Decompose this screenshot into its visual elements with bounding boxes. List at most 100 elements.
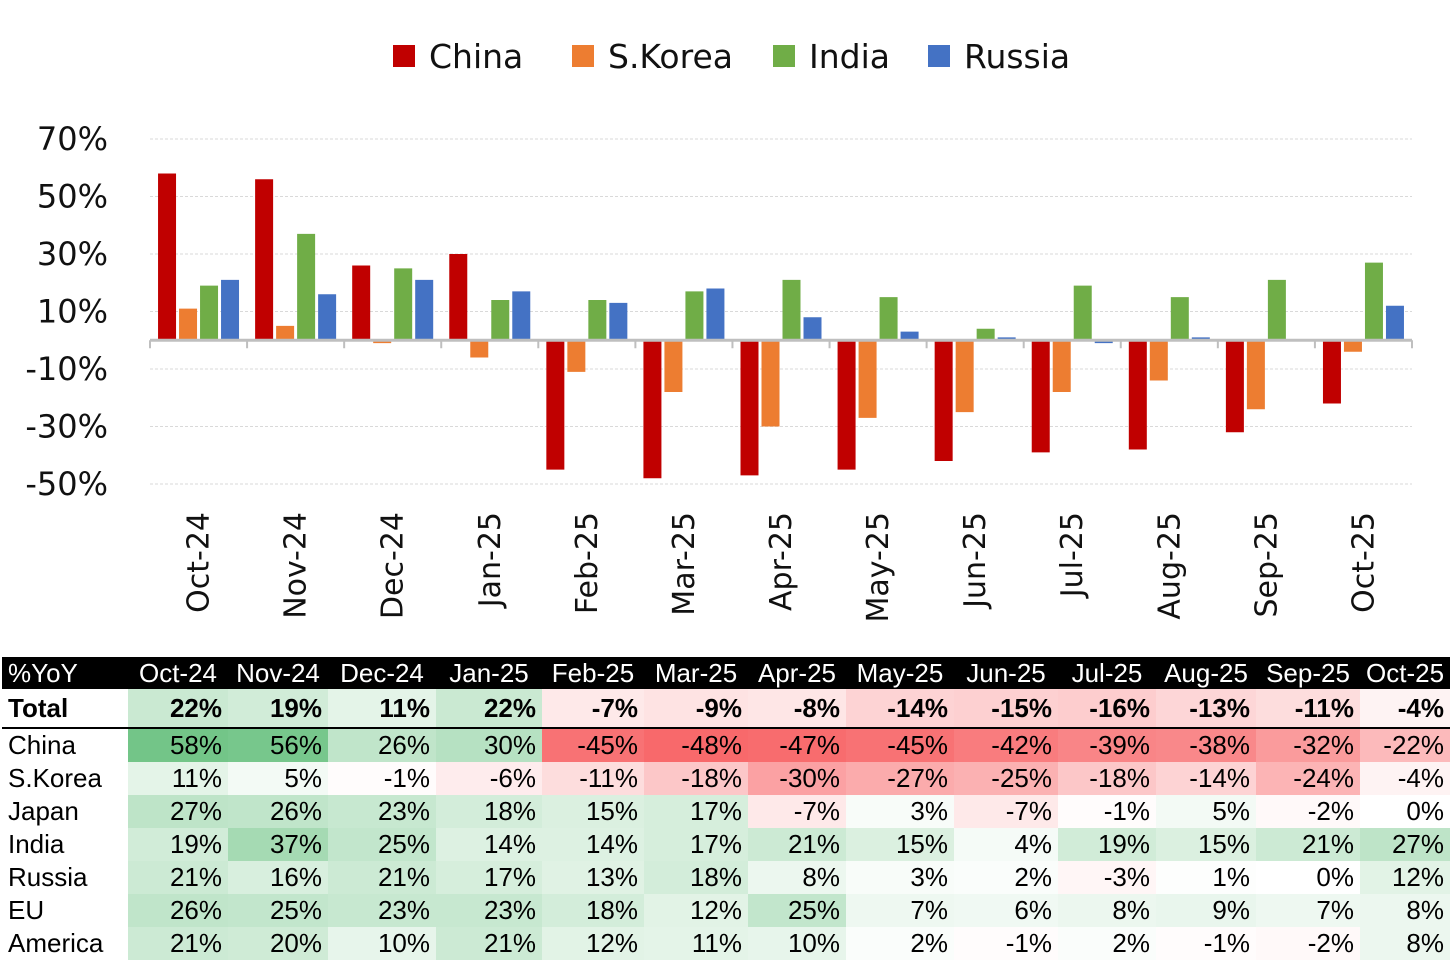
table-cell: 13% <box>542 861 644 894</box>
table-cell: -27% <box>846 762 954 795</box>
table-header-col: Feb-25 <box>542 657 644 689</box>
table-cell: 17% <box>644 828 748 861</box>
table-cell: 14% <box>542 828 644 861</box>
bar-chart-panel: China S.Korea India Russia 70% 50% 30% 10% -10%… <box>25 37 1413 623</box>
table-row: India 19% 37% 25% 14% 14% 17% 21% 15% 4% 19% 15% 21%… <box>2 828 1450 861</box>
y-tick-label: 50% <box>37 178 108 216</box>
bar-china-jun-25 <box>934 340 953 461</box>
table-cell: -11% <box>1256 689 1360 729</box>
chart-legend: China S.Korea India Russia <box>393 37 1070 76</box>
y-tick-label: 30% <box>37 235 108 273</box>
y-axis: 70% 50% 30% 10% -10% -30% -50% <box>25 120 108 503</box>
row-label: America <box>2 927 128 960</box>
bar-india-sep-25 <box>1267 279 1286 341</box>
table-cell: 19% <box>228 689 328 729</box>
table-cell: 56% <box>228 728 328 762</box>
table-cell: 12% <box>644 894 748 927</box>
table-cell: 15% <box>846 828 954 861</box>
x-tick-label: Feb-25 <box>570 512 605 614</box>
table-cell: 11% <box>128 762 228 795</box>
table-cell: 8% <box>1058 894 1156 927</box>
table-cell: -1% <box>1058 795 1156 828</box>
table-body: Total 22% 19% 11% 22% -7% -9% -8% -14% -15% -16% -1… <box>2 689 1450 960</box>
x-tick-label: Mar-25 <box>667 512 702 616</box>
bar-china-oct-25 <box>1322 340 1341 404</box>
table-cell: 21% <box>128 861 228 894</box>
table-row: EU 26% 25% 23% 23% 18% 12% 25% 7% 6% 8% 9% 7% 8% <box>2 894 1450 927</box>
table-cell: 7% <box>846 894 954 927</box>
bar-skorea-oct-24 <box>179 308 198 341</box>
bar-india-may-25 <box>879 297 898 341</box>
table-cell: 20% <box>228 927 328 960</box>
table-header-col: Oct-25 <box>1360 657 1450 689</box>
bar-skorea-jan-25 <box>470 340 489 358</box>
table-cell: 12% <box>542 927 644 960</box>
legend-swatch-india <box>773 45 795 67</box>
y-tick-label: 70% <box>37 120 108 158</box>
bar-skorea-sep-25 <box>1246 340 1265 410</box>
table-cell: 15% <box>542 795 644 828</box>
bar-russia-may-25 <box>900 331 919 341</box>
bar-china-may-25 <box>837 340 856 470</box>
bar-india-oct-25 <box>1364 262 1383 341</box>
bar-skorea-jun-25 <box>955 340 974 413</box>
x-tick-label: Jan-25 <box>473 512 508 609</box>
table-cell: 4% <box>954 828 1058 861</box>
bar-india-jun-25 <box>976 328 995 341</box>
bar-russia-jan-25 <box>512 291 531 341</box>
table-row: America 21% 20% 10% 21% 12% 11% 10% 2% -1% 2% -1% -2… <box>2 927 1450 960</box>
bar-russia-mar-25 <box>706 288 725 341</box>
bar-russia-oct-24 <box>221 279 240 341</box>
table-cell: -1% <box>328 762 436 795</box>
yoy-table: %YoY Oct-24 Nov-24 Dec-24 Jan-25 Feb-25 Mar-2… <box>2 657 1450 960</box>
table-cell: -1% <box>1156 927 1256 960</box>
bar-china-jul-25 <box>1031 340 1050 453</box>
table-cell: -13% <box>1156 689 1256 729</box>
table-cell: 0% <box>1360 795 1450 828</box>
table-cell: 6% <box>954 894 1058 927</box>
table-header-col: Jan-25 <box>436 657 542 689</box>
table-cell: -18% <box>644 762 748 795</box>
table-cell: 2% <box>1058 927 1156 960</box>
table-row: Russia 21% 16% 21% 17% 13% 18% 8% 3% 2% -3% 1% 0% 12% <box>2 861 1450 894</box>
table-cell: -6% <box>436 762 542 795</box>
x-tick-label: Oct-24 <box>182 512 217 613</box>
chart-gridlines <box>150 138 1412 485</box>
table-cell: -3% <box>1058 861 1156 894</box>
bar-skorea-aug-25 <box>1149 340 1168 381</box>
bar-china-nov-24 <box>255 179 274 341</box>
table-cell: -9% <box>644 689 748 729</box>
table-cell: -7% <box>542 689 644 729</box>
table-cell: 3% <box>846 861 954 894</box>
bar-russia-nov-24 <box>318 294 337 341</box>
bar-china-mar-25 <box>643 340 662 479</box>
table-header-col: Dec-24 <box>328 657 436 689</box>
x-tick-label: Jul-25 <box>1055 512 1090 599</box>
table-row: China 58% 56% 26% 30% -45% -48% -47% -45% -42% -39… <box>2 728 1450 762</box>
table-cell: 23% <box>328 795 436 828</box>
table-cell: -48% <box>644 728 748 762</box>
yoy-table-panel: %YoY Oct-24 Nov-24 Dec-24 Jan-25 Feb-25 Mar-2… <box>2 657 1450 960</box>
row-label: China <box>2 728 128 762</box>
table-cell: -18% <box>1058 762 1156 795</box>
row-label: India <box>2 828 128 861</box>
table-header-row: %YoY Oct-24 Nov-24 Dec-24 Jan-25 Feb-25 Mar-2… <box>2 657 1450 689</box>
table-cell: -47% <box>748 728 846 762</box>
bar-china-oct-24 <box>158 173 177 341</box>
row-label: Japan <box>2 795 128 828</box>
table-cell: 21% <box>1256 828 1360 861</box>
bar-india-dec-24 <box>394 268 413 341</box>
y-tick-label: 10% <box>37 293 108 331</box>
bar-chart: China S.Korea India Russia 70% 50% 30% 10% -10%… <box>25 37 1413 623</box>
table-cell: 8% <box>1360 894 1450 927</box>
table-cell: 10% <box>748 927 846 960</box>
table-header-col: Nov-24 <box>228 657 328 689</box>
table-cell: -7% <box>954 795 1058 828</box>
table-cell: 2% <box>846 927 954 960</box>
table-total-row: Total 22% 19% 11% 22% -7% -9% -8% -14% -15% -16% -1… <box>2 689 1450 729</box>
table-cell: 5% <box>1156 795 1256 828</box>
table-cell: 16% <box>228 861 328 894</box>
table-cell: -38% <box>1156 728 1256 762</box>
x-tick-label: Apr-25 <box>764 512 799 611</box>
bar-india-jan-25 <box>491 300 510 341</box>
